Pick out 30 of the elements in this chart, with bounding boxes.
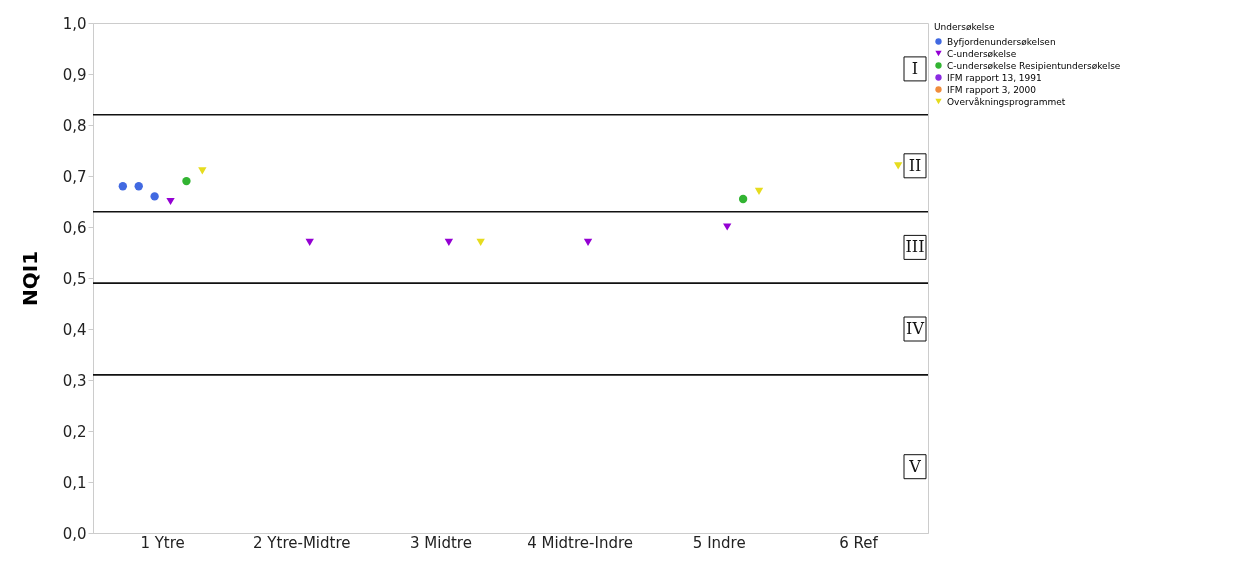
y-tick-label: 0,3 <box>62 371 87 390</box>
y-tick-label: 0,7 <box>62 167 87 186</box>
y-axis-title: NQI1 <box>17 250 42 307</box>
x-tick-label: 4 Midtre-Indre <box>527 533 633 552</box>
legend-label: C-undersøkelse Resipientundersøkelse <box>947 60 1121 71</box>
annotation: I <box>911 58 919 78</box>
x-tick-label: 3 Midtre <box>409 533 472 552</box>
y-tick-label: 0,0 <box>62 524 87 543</box>
y-tick-label: 0,9 <box>62 65 87 84</box>
legend-label: IFM rapport 3, 2000 <box>947 84 1037 95</box>
x-tick-label: 2 Ytre-Midtre <box>253 533 351 552</box>
legend-label: C-undersøkelse <box>947 48 1017 59</box>
annotation: V <box>908 456 922 476</box>
legend-label: Overvåkningsprogrammet <box>947 96 1066 107</box>
legend-label: IFM rapport 13, 1991 <box>947 72 1042 83</box>
x-tick-label: 1 Ytre <box>140 533 185 552</box>
annotation: IV <box>906 319 925 338</box>
annotation: III <box>905 237 925 257</box>
annotation: II <box>908 155 922 175</box>
y-tick-label: 0,8 <box>62 116 87 135</box>
y-tick-label: 0,5 <box>62 269 87 288</box>
y-tick-label: 0,6 <box>62 218 87 237</box>
y-tick-label: 0,4 <box>62 320 87 339</box>
y-tick-label: 0,1 <box>62 473 87 492</box>
x-tick-label: 5 Indre <box>692 533 746 552</box>
y-tick-label: 1,0 <box>62 14 87 33</box>
y-tick-label: 0,2 <box>62 422 87 441</box>
legend-title: Undersøkelse <box>934 22 996 32</box>
x-tick-label: 6 Ref <box>839 533 879 552</box>
legend-label: Byfjordenundersøkelsen <box>947 36 1056 47</box>
